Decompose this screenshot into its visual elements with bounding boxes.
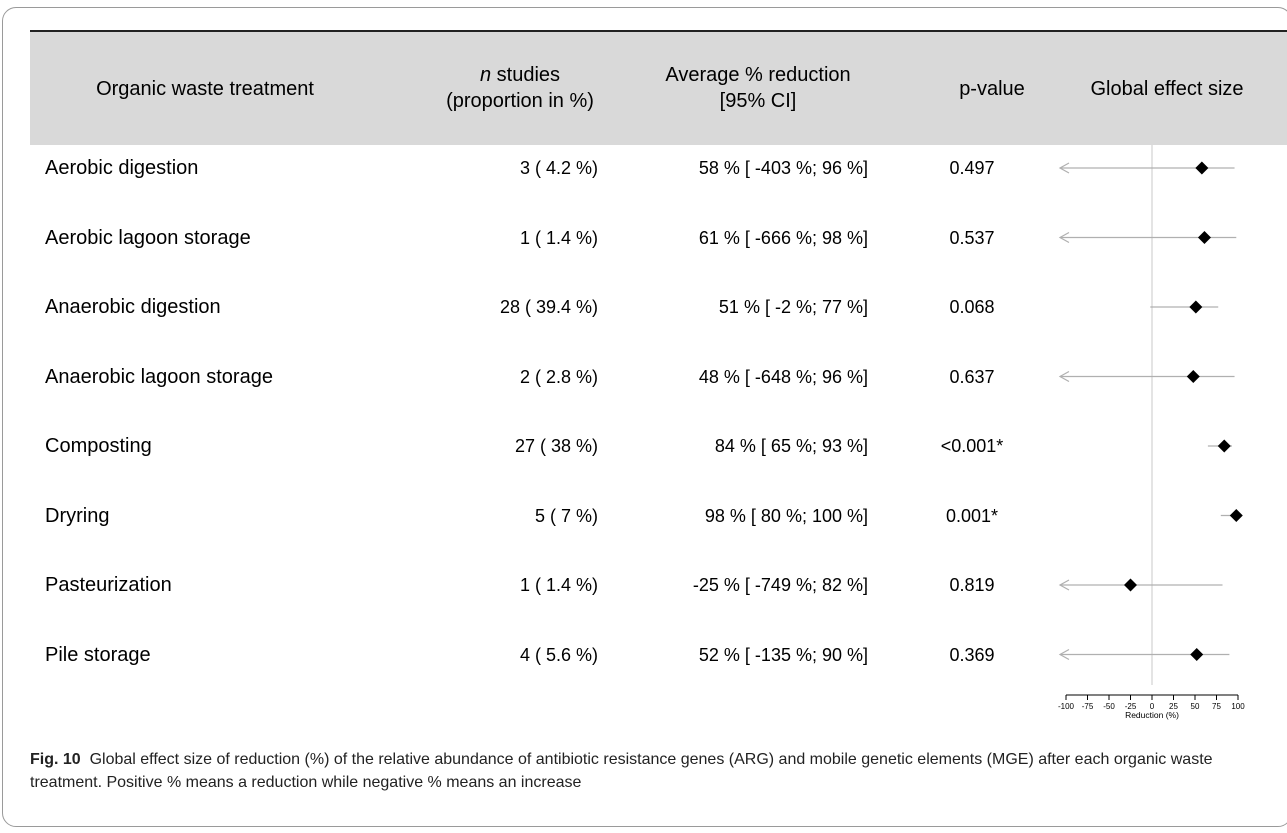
x-tick-label: -25 (1125, 702, 1137, 711)
table-header: Organic waste treatment n studies (propo… (30, 32, 1287, 145)
row-pvalue: 0.068 (949, 297, 995, 317)
x-tick-label: 75 (1212, 702, 1221, 711)
row-treatment: Anaerobic lagoon storage (45, 366, 273, 388)
row-pvalue: 0.497 (949, 158, 995, 178)
point-estimate-diamond (1124, 578, 1137, 592)
x-axis-label: Reduction (%) (1125, 710, 1179, 720)
ci-truncation-arrow (1058, 370, 1070, 383)
row-pvalue: 0.637 (949, 367, 995, 387)
row-n-studies: 5 ( 7 %) (534, 506, 598, 526)
ci-truncation-arrow (1058, 231, 1070, 244)
caption-text: Global effect size of reduction (%) of t… (30, 751, 1213, 791)
row-n-studies: 27 ( 38 %) (514, 436, 598, 456)
forest-plot: -100 -75 -50 -25 0 25 50 75 100 Reduction (%) (1058, 145, 1245, 720)
row-average-reduction: 48 % [ -648 %; 96 %] (698, 367, 868, 387)
header-avg-line1: Average % reduction (665, 64, 851, 86)
point-estimate-diamond (1195, 161, 1209, 175)
row-average-reduction: -25 % [ -749 %; 82 %] (692, 575, 868, 595)
row-n-studies: 2 ( 2.8 %) (519, 367, 598, 387)
row-n-studies: 3 ( 4.2 %) (519, 158, 598, 178)
row-pvalue: 0.369 (949, 645, 995, 665)
x-tick-label: -75 (1082, 702, 1094, 711)
figure-caption: Fig. 10 Global effect size of reduction … (30, 748, 1270, 794)
header-n-line2: (proportion in %) (446, 90, 594, 112)
header-avg-line2: [95% CI] (719, 90, 797, 112)
row-n-studies: 4 ( 5.6 %) (519, 645, 598, 665)
row-treatment: Pasteurization (45, 574, 172, 596)
point-estimate-diamond (1190, 648, 1204, 661)
row-average-reduction: 58 % [ -403 %; 96 %] (698, 158, 868, 178)
table-top-rule (30, 30, 1287, 32)
x-tick-label: 50 (1191, 702, 1200, 711)
row-pvalue: 0.819 (949, 575, 995, 595)
row-pvalue: <0.001* (940, 436, 1004, 456)
row-average-reduction: 51 % [ -2 %; 77 %] (718, 297, 868, 317)
x-tick-label: -50 (1103, 702, 1115, 711)
caption-label: Fig. 10 (30, 751, 81, 768)
header-average: Average % reduction [95% CI] (648, 62, 868, 114)
ci-truncation-arrow (1058, 579, 1070, 591)
row-treatment: Composting (45, 435, 152, 457)
header-effect-size: Global effect size (1090, 78, 1244, 100)
point-estimate-diamond (1186, 370, 1200, 383)
figure-frame (2, 7, 1287, 827)
row-average-reduction: 98 % [ 80 %; 100 %] (704, 506, 868, 526)
row-n-studies: 1 ( 1.4 %) (519, 575, 598, 595)
x-tick-label: 25 (1169, 702, 1178, 711)
row-average-reduction: 52 % [ -135 %; 90 %] (698, 645, 868, 665)
header-treatment: Organic waste treatment (96, 78, 314, 100)
ci-truncation-arrow (1058, 162, 1070, 174)
header-n-italic: n (479, 64, 492, 86)
row-average-reduction: 61 % [ -666 %; 98 %] (698, 228, 868, 248)
x-tick-label: 0 (1150, 702, 1155, 711)
point-estimate-diamond (1197, 231, 1211, 244)
row-treatment: Anaerobic digestion (45, 296, 221, 318)
row-pvalue: 0.001* (945, 506, 999, 526)
header-n-rest: studies (491, 64, 561, 86)
ci-truncation-arrow (1058, 648, 1070, 661)
header-pvalue: p-value (959, 78, 1025, 100)
row-treatment: Aerobic lagoon storage (45, 227, 251, 249)
point-estimate-diamond (1189, 300, 1203, 314)
row-treatment: Pile storage (45, 644, 151, 666)
row-n-studies: 28 ( 39.4 %) (499, 297, 598, 317)
row-treatment: Aerobic digestion (45, 157, 199, 179)
header-n-studies: n studies (proportion in %) (420, 62, 620, 114)
row-pvalue: 0.537 (949, 228, 995, 248)
row-n-studies: 1 ( 1.4 %) (519, 228, 598, 248)
row-treatment: Dryring (45, 505, 110, 527)
point-estimate-diamond (1229, 509, 1243, 522)
x-tick-label: 100 (1231, 702, 1245, 711)
x-tick-label: -100 (1058, 702, 1075, 711)
point-estimate-diamond (1217, 439, 1231, 453)
row-average-reduction: 84 % [ 65 %; 93 %] (714, 436, 868, 456)
